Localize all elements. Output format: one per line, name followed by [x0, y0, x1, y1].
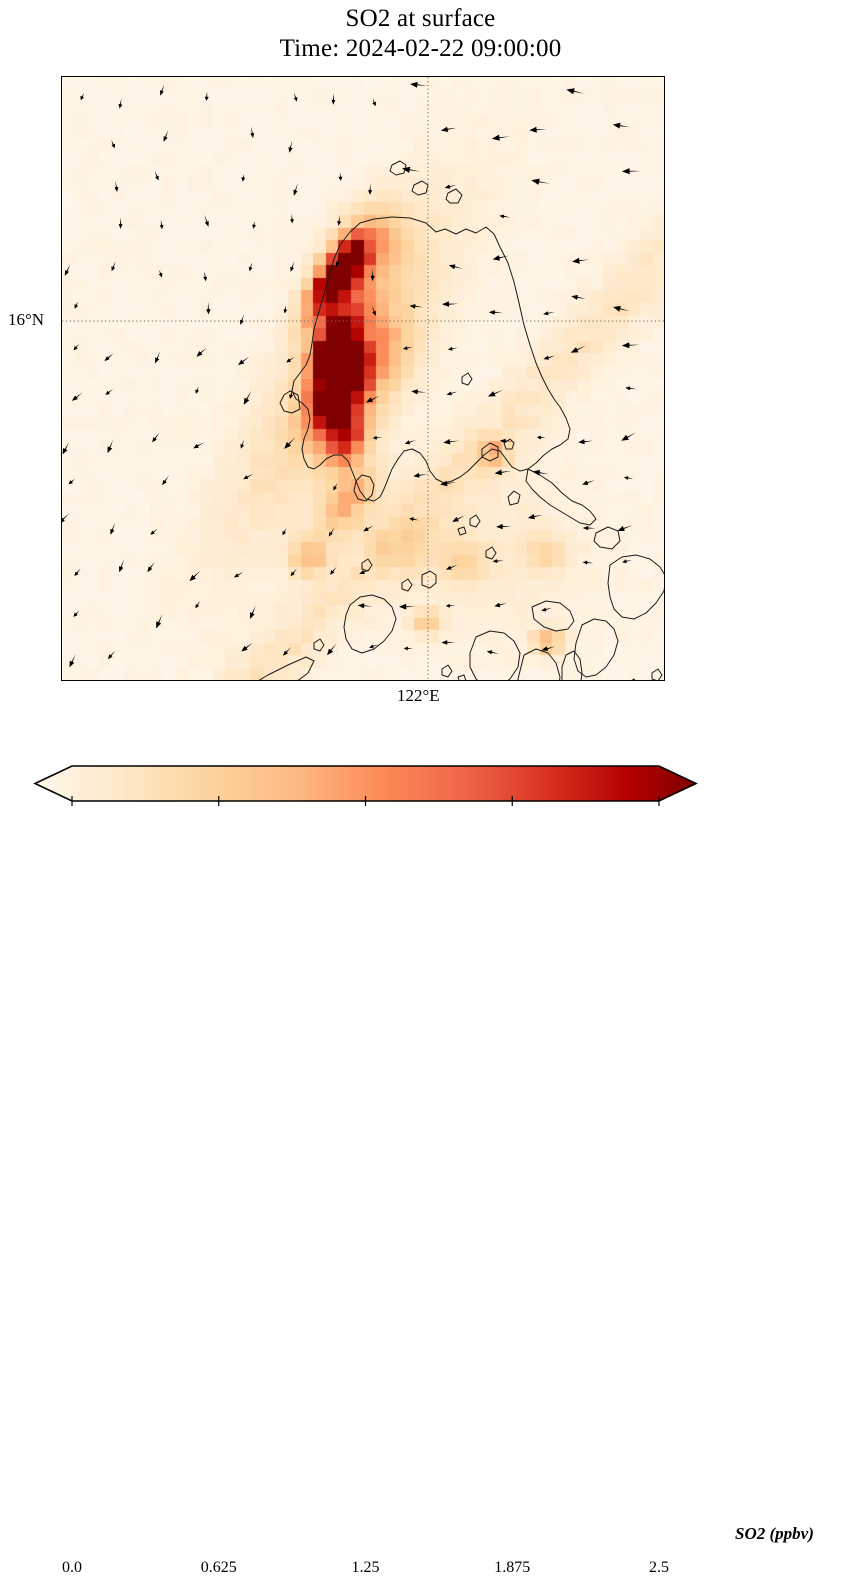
colorbar-tick-label-4: 2.5: [649, 1559, 669, 1576]
y-axis-tick-label-16N: 16°N: [8, 310, 45, 329]
so2-concentration-heatmap: [62, 77, 664, 680]
title-line-2: Time: 2024-02-22 09:00:00: [279, 35, 562, 62]
colorbar[interactable]: SO2 (ppbv) 0.0 0.625 1.25 1.875 2.5: [0, 758, 841, 1576]
colorbar-tick-label-1: 0.625: [200, 1559, 237, 1576]
plot-frame: [61, 76, 665, 681]
colorbar-tick-label-0: 0.0: [62, 1559, 82, 1576]
figure-title: SO2 at surface Time: 2024-02-22 09:00:00: [0, 4, 841, 64]
colorbar-tick-label-3: 1.875: [494, 1559, 531, 1576]
colorbar-tick-label-2: 1.25: [351, 1559, 380, 1576]
colorbar-unit-label: SO2 (ppbv): [735, 1524, 814, 1543]
map-plot-area[interactable]: [61, 76, 665, 681]
colorbar-body: [33, 765, 698, 802]
colorbar-tick-marks: [71, 796, 660, 806]
colorbar-gradient-bar: [33, 765, 698, 806]
title-line-1: SO2 at surface: [345, 5, 496, 32]
x-axis-tick-label-122E: 122°E: [397, 686, 440, 705]
